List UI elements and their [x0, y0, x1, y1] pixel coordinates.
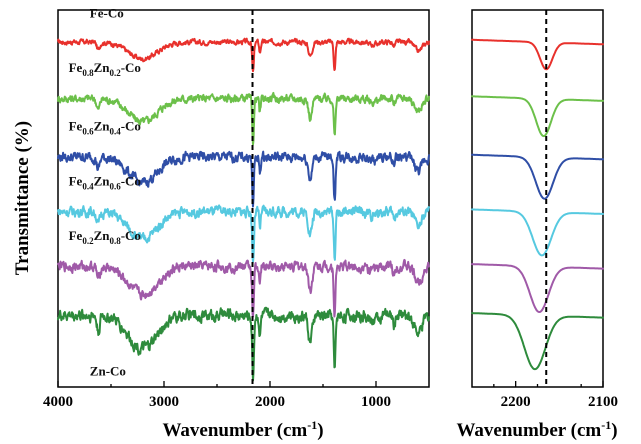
inset-trace-fe04	[471, 208, 604, 257]
main-trace-fe-co	[57, 37, 430, 73]
inset-panel: 2200 2100 Wavenumber (cm-1)	[456, 9, 618, 441]
inset-trace-zn-co	[471, 312, 604, 371]
main-x-tick-label: 2000	[255, 394, 285, 410]
main-traces	[57, 37, 430, 382]
main-x-axis-title: Wavenumber (cm-1)	[162, 418, 323, 441]
main-x-tick-label: 1000	[361, 394, 391, 410]
main-trace-fe08	[57, 91, 430, 146]
series-label-fe06: Fe0.6Zn0.4-Co	[69, 119, 141, 137]
inset-trace-fe02	[471, 263, 604, 313]
inset-x-ticks: 2200 2100	[493, 381, 618, 410]
main-trace-fe04	[57, 204, 430, 263]
series-label-fe-co: Fe-Co	[90, 6, 124, 21]
series-label-fe08: Fe0.8Zn0.2-Co	[69, 60, 141, 78]
main-series-labels: Fe-Co Fe0.8Zn0.2-Co Fe0.6Zn0.4-Co Fe0.4Zn0.…	[69, 6, 141, 379]
main-plot-frame	[57, 9, 430, 388]
main-trace-fe02	[57, 258, 430, 318]
inset-x-tick-label: 2100	[588, 394, 618, 410]
main-trace-fe06	[57, 150, 430, 208]
main-panel: Fe-Co Fe0.8Zn0.2-Co Fe0.6Zn0.4-Co Fe0.4Zn0.…	[12, 6, 430, 441]
y-axis-title: Transmittance (%)	[12, 121, 33, 275]
main-x-ticks: 4000 3000 2000 1000	[43, 381, 391, 410]
series-label-fe04: Fe0.4Zn0.6-Co	[69, 173, 141, 191]
main-x-tick-label: 3000	[149, 394, 179, 410]
inset-trace-fe08	[471, 95, 604, 138]
inset-x-tick-label: 2200	[501, 394, 531, 410]
main-trace-zn-co	[57, 306, 430, 382]
inset-traces	[471, 38, 604, 371]
inset-plot-frame	[471, 9, 604, 388]
inset-trace-fe06	[471, 153, 604, 200]
series-label-fe02: Fe0.2Zn0.8-Co	[69, 228, 141, 246]
series-label-zn-co: Zn-Co	[90, 364, 126, 379]
inset-trace-fe-co	[471, 38, 604, 71]
main-x-tick-label: 4000	[43, 394, 73, 410]
inset-x-axis-title: Wavenumber (cm-1)	[456, 418, 617, 441]
